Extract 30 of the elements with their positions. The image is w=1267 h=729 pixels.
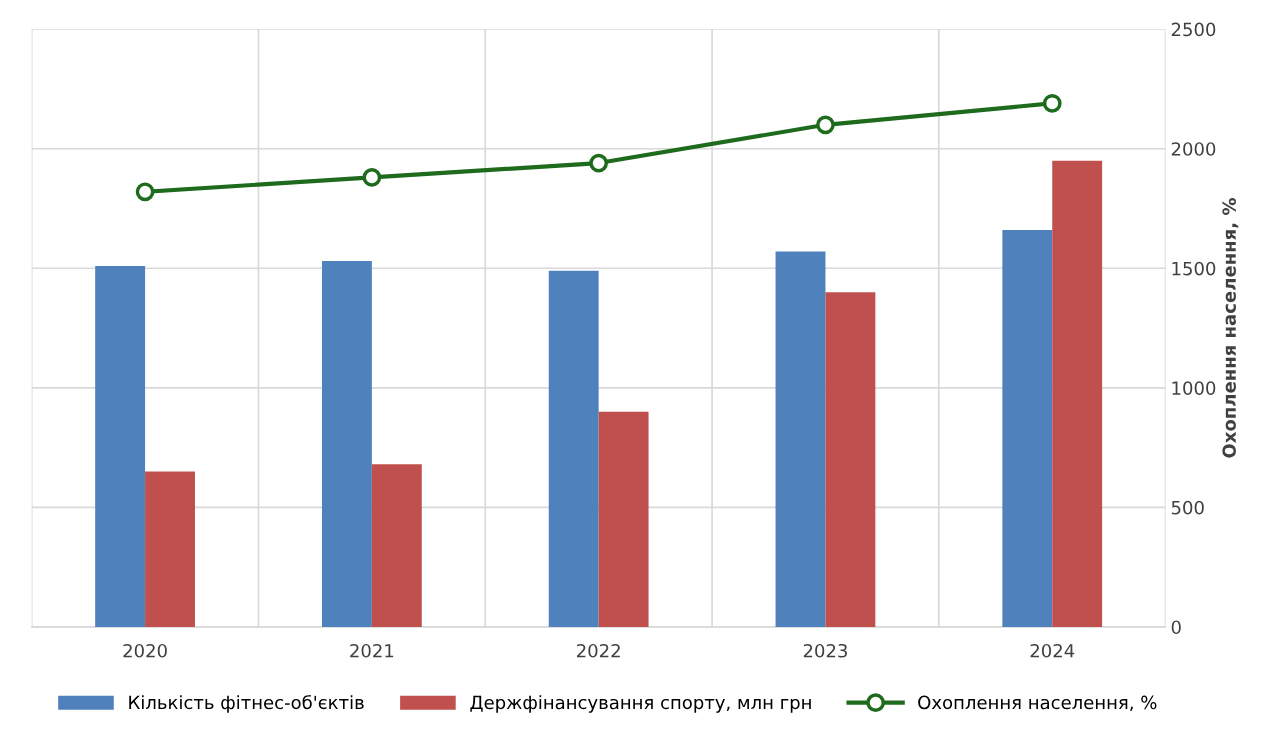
bar [95, 265, 146, 627]
x-tick-label: 2024 [1030, 643, 1075, 658]
bar [825, 292, 876, 627]
point [362, 168, 382, 187]
y2-tick-label: 1000 [1172, 381, 1216, 395]
bar [321, 261, 372, 627]
y2-axis-title: Охоплення населення, % [1222, 198, 1239, 458]
bar [145, 471, 195, 627]
bar [548, 270, 599, 627]
y2-tick-label: 2000 [1171, 142, 1216, 156]
x-tick-label: 2023 [803, 643, 847, 658]
y2-tick-label: 0 [1171, 620, 1181, 635]
x-tick-label: 2021 [350, 643, 394, 658]
y2-tick-label: 2500 [1171, 22, 1216, 37]
bar [1002, 230, 1053, 627]
bar [371, 464, 422, 627]
point [135, 182, 155, 202]
y2-tick-label: 500 [1171, 500, 1204, 515]
legend-label: Держфінансування спорту, млн грн [470, 695, 811, 713]
x-tick-label: 2022 [577, 643, 620, 658]
bar [1052, 160, 1103, 627]
bar [775, 251, 826, 627]
point [1042, 93, 1062, 113]
y2-tick-label: 1500 [1172, 261, 1216, 276]
point [816, 115, 835, 135]
legend-label: Кількість фітнес-об'єктів [129, 694, 364, 713]
legend-label: Охоплення населення, % [918, 695, 1157, 712]
x-tick-label: 2020 [123, 643, 167, 658]
bar [598, 411, 649, 627]
point [589, 153, 609, 173]
